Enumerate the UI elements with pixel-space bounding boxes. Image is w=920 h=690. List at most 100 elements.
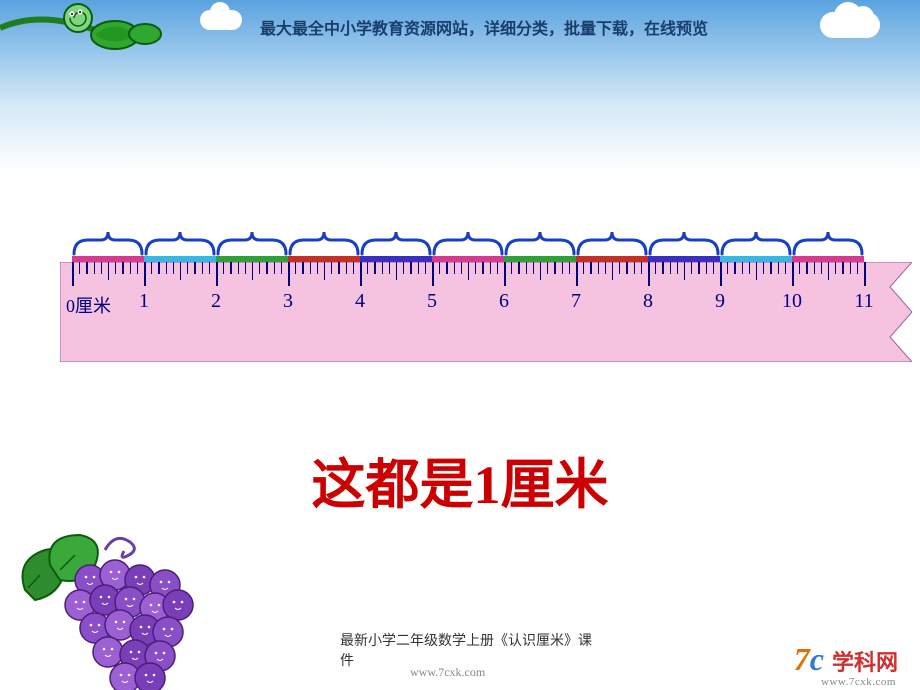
tick [360, 262, 362, 286]
tick [799, 262, 800, 274]
ruler-number: 4 [355, 290, 365, 313]
tick [806, 262, 807, 274]
tick [598, 262, 599, 274]
ruler-number: 7 [571, 290, 581, 313]
tick [821, 262, 822, 274]
site-logo: 7c 学科网 [794, 641, 898, 678]
tick [698, 262, 699, 274]
tick [511, 262, 512, 274]
tick [396, 262, 397, 280]
brace-icon [216, 230, 288, 256]
tick [727, 262, 728, 274]
brace-icon [360, 230, 432, 256]
tick [590, 262, 591, 274]
tick [835, 262, 836, 274]
tick [540, 262, 541, 280]
brace-icon [504, 230, 576, 256]
tick [497, 262, 498, 274]
tick [101, 262, 102, 274]
tick [389, 262, 390, 274]
tick [742, 262, 743, 274]
ruler-number: 8 [643, 290, 653, 313]
footer-url: www.7cxk.com [410, 665, 485, 680]
tick [842, 262, 843, 274]
tick [302, 262, 303, 274]
logo-url: www.7cxk.com [821, 676, 896, 688]
tick [857, 262, 858, 274]
tick [86, 262, 87, 274]
tick [504, 262, 506, 286]
tick [245, 262, 246, 274]
ruler-number: 3 [283, 290, 293, 313]
tick [619, 262, 620, 274]
tick [151, 262, 152, 274]
tick [238, 262, 239, 274]
tick [756, 262, 757, 280]
tick [814, 262, 815, 274]
tick [346, 262, 347, 274]
tick [122, 262, 123, 274]
tick [353, 262, 354, 274]
header-text: 最大最全中小学教育资源网站，详细分类，批量下载，在线预览 [260, 15, 708, 39]
tick [662, 262, 663, 274]
tick [763, 262, 764, 274]
unit-label: 0厘米 [66, 292, 111, 318]
tick [454, 262, 455, 274]
tick [425, 262, 426, 274]
tick [734, 262, 735, 274]
tick [144, 262, 146, 286]
tick [281, 262, 282, 274]
brace-icon [648, 230, 720, 256]
tick [475, 262, 476, 274]
tick [180, 262, 181, 280]
tick [554, 262, 555, 274]
tick [230, 262, 231, 274]
footer-text: 最新小学二年级数学上册《认识厘米》课件 [340, 630, 600, 670]
tick [403, 262, 404, 274]
tick [166, 262, 167, 274]
tick [202, 262, 203, 274]
tick [785, 262, 786, 274]
tick [792, 262, 794, 286]
logo-7: 7 [794, 641, 810, 677]
brace-icon [72, 230, 144, 256]
ruler-number: 1 [139, 290, 149, 313]
tick [439, 262, 440, 274]
tick [677, 262, 678, 274]
tick [576, 262, 578, 286]
tick [288, 262, 290, 286]
cloud-decoration [200, 10, 242, 30]
ruler-diagram: 1234567891011 0厘米 [60, 230, 880, 370]
tick [108, 262, 109, 280]
tick [274, 262, 275, 274]
tick [749, 262, 750, 274]
tick [295, 262, 296, 274]
ruler-number: 9 [715, 290, 725, 313]
tick [670, 262, 671, 274]
brace-icon [144, 230, 216, 256]
tick [374, 262, 375, 274]
ruler-number: 2 [211, 290, 221, 313]
tick [626, 262, 627, 274]
tick [173, 262, 174, 274]
tick [634, 262, 635, 274]
tick [648, 262, 650, 286]
tick [547, 262, 548, 274]
tick [72, 262, 74, 286]
tick [158, 262, 159, 274]
tick [583, 262, 584, 274]
tick [266, 262, 267, 274]
tick [461, 262, 462, 274]
tick [526, 262, 527, 274]
ruler-number: 10 [782, 290, 802, 313]
grapes-decoration [10, 510, 210, 690]
ruler-number: 5 [427, 290, 437, 313]
tick [569, 262, 570, 274]
tick [713, 262, 714, 274]
tick [209, 262, 210, 274]
tick [684, 262, 685, 280]
ruler-number: 11 [854, 290, 873, 313]
brace-icon [720, 230, 792, 256]
header: 最大最全中小学教育资源网站，详细分类，批量下载，在线预览 [0, 0, 920, 60]
tick-marks [60, 262, 882, 292]
